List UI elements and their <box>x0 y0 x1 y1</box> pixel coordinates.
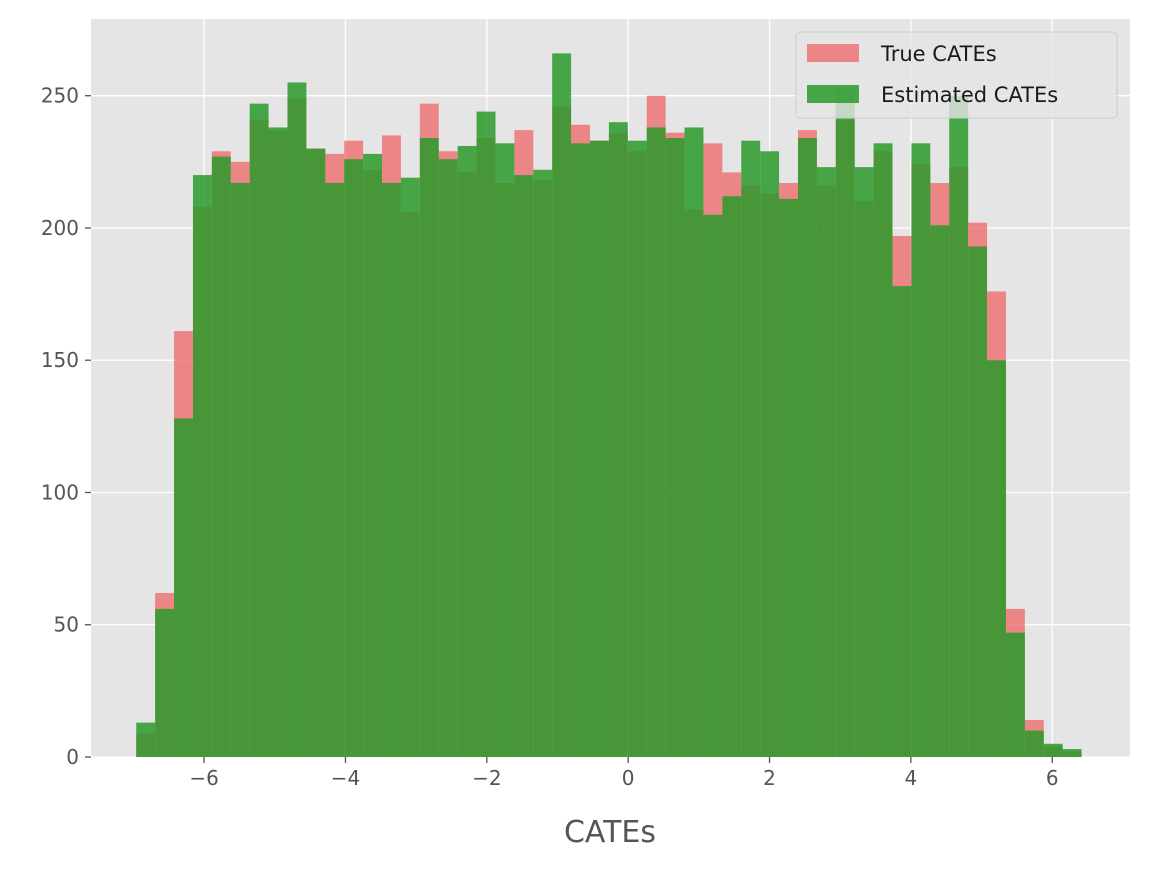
histogram-bar <box>949 95 969 758</box>
legend: True CATEs Estimated CATEs <box>795 31 1118 119</box>
histogram-bar <box>873 143 893 758</box>
histogram-bar <box>1062 749 1082 757</box>
histogram-bar <box>892 286 912 757</box>
histogram-bar <box>533 169 553 758</box>
x-axis-title: CATEs <box>564 815 656 850</box>
histogram-bar <box>155 608 175 757</box>
histogram-bar <box>854 167 874 757</box>
histogram-bar <box>608 122 628 757</box>
histogram-bar <box>495 143 515 758</box>
histogram-bar <box>1024 730 1044 757</box>
histogram-bar <box>987 360 1006 757</box>
histogram-bar <box>230 183 250 757</box>
histogram-bar <box>590 140 609 757</box>
y-tick-label: 0 <box>66 745 79 769</box>
histogram-bar <box>268 127 288 758</box>
y-axis-ticks: 0 50 100 150 200 250 <box>41 84 91 769</box>
histogram-bar <box>249 103 269 758</box>
y-tick-label: 250 <box>41 84 79 108</box>
histogram-bar <box>174 418 193 757</box>
histogram-bar <box>797 138 817 758</box>
histogram-bar <box>325 183 345 757</box>
x-axis-ticks: −6 −4 −2 0 2 4 6 <box>189 757 1059 790</box>
y-tick-label: 100 <box>41 480 79 504</box>
histogram-bar <box>192 175 212 757</box>
histogram-bar <box>684 127 704 758</box>
histogram-bar <box>703 214 723 757</box>
histogram-bar <box>382 183 401 757</box>
x-tick-label: −2 <box>472 766 501 790</box>
histogram-bar <box>665 138 685 758</box>
legend-label-estimated-cates: Estimated CATEs <box>881 83 1058 107</box>
histogram-bar <box>136 722 156 757</box>
histogram-bar <box>911 143 931 758</box>
histogram-bar <box>457 145 477 757</box>
x-tick-label: −6 <box>189 766 218 790</box>
histogram-bar <box>722 196 742 757</box>
estimated-cates-bars <box>136 53 1082 758</box>
x-tick-label: −4 <box>331 766 360 790</box>
y-tick-label: 50 <box>54 613 79 637</box>
histogram-bar <box>816 167 836 757</box>
histogram-bar <box>779 198 798 757</box>
legend-frame <box>795 31 1118 119</box>
histogram-bar <box>571 143 591 758</box>
histogram-bar <box>968 246 988 757</box>
x-tick-label: 4 <box>905 766 918 790</box>
histogram-bar <box>306 148 326 757</box>
histogram-bar <box>419 138 439 758</box>
histogram-bar <box>1005 632 1025 757</box>
histogram-bar <box>930 225 950 758</box>
histogram-bar <box>211 156 231 757</box>
histogram-bar <box>400 177 420 758</box>
histogram-bar <box>1043 743 1063 757</box>
histogram-bar <box>438 159 458 757</box>
histogram-bar <box>363 153 383 758</box>
legend-swatch-true-cates <box>807 44 859 62</box>
y-tick-label: 200 <box>41 216 79 240</box>
legend-label-true-cates: True CATEs <box>880 42 997 66</box>
histogram-bar <box>835 87 855 758</box>
histogram-bar <box>287 82 307 757</box>
histogram-bar <box>514 175 534 757</box>
histogram-bar <box>344 159 364 757</box>
histogram-bar <box>552 53 572 758</box>
y-tick-label: 150 <box>41 348 79 372</box>
x-tick-label: 2 <box>763 766 776 790</box>
legend-swatch-estimated-cates <box>807 85 859 103</box>
x-tick-label: 6 <box>1046 766 1059 790</box>
x-tick-label: 0 <box>622 766 635 790</box>
histogram-bar <box>627 140 647 757</box>
histogram-bar <box>646 127 666 758</box>
histogram-bar <box>760 151 780 758</box>
histogram-bar <box>476 111 496 758</box>
histogram-bar <box>741 140 761 757</box>
